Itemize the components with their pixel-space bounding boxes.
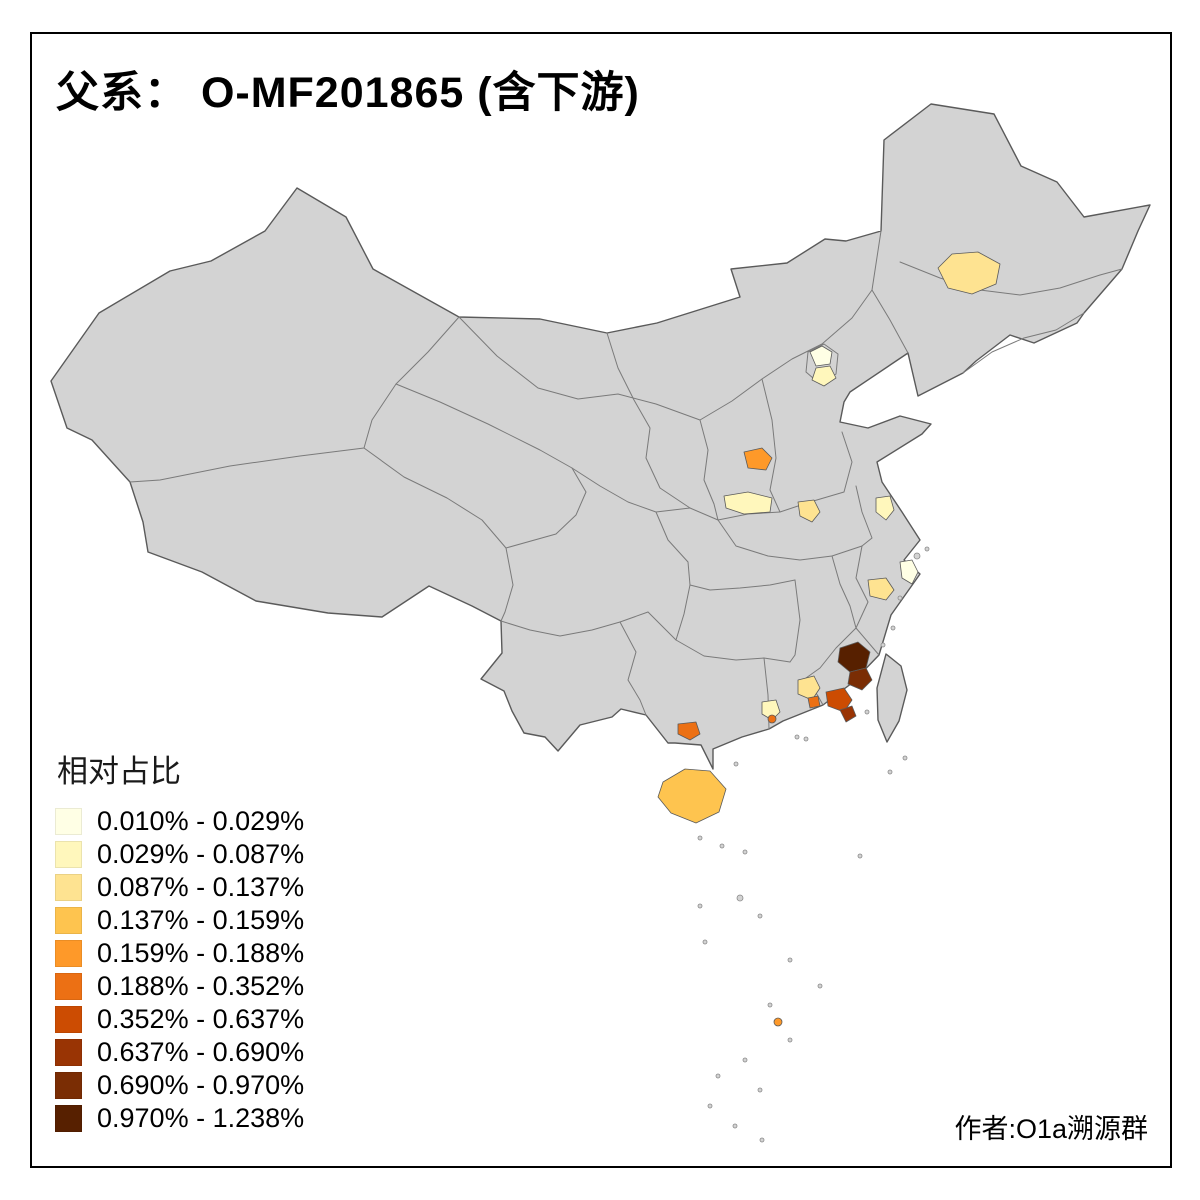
highlight-region-guangdong-orange (807, 695, 821, 709)
legend-swatch (55, 1039, 82, 1066)
highlight-region-jiangsu (875, 495, 895, 521)
small-islands (697, 546, 930, 1143)
legend-item: 0.159% - 0.188% (55, 937, 395, 970)
legend-swatch (55, 1105, 82, 1132)
taiwan-island (876, 653, 908, 743)
legend-item: 0.690% - 0.970% (55, 1069, 395, 1102)
legend-swatch (55, 1006, 82, 1033)
legend-item: 0.137% - 0.159% (55, 904, 395, 937)
legend-label: 0.029% - 0.087% (97, 839, 305, 869)
legend-label: 0.970% - 1.238% (97, 1103, 305, 1133)
highlight-region-guangxi-orange (767, 714, 777, 724)
highlight-region-northeast (937, 251, 1001, 295)
legend-swatch (55, 907, 82, 934)
legend-item: 0.029% - 0.087% (55, 838, 395, 871)
highlight-region-guangdong-yellow (797, 675, 821, 701)
legend-label: 0.159% - 0.188% (97, 938, 305, 968)
highlight-region-south-shaanxi (723, 491, 773, 515)
hainan-island (657, 768, 727, 824)
highlight-small-island-dot (773, 1017, 783, 1027)
china-landmass (50, 103, 1151, 770)
legend-label: 0.637% - 0.690% (97, 1037, 305, 1067)
highlight-region-south-fujian (825, 687, 853, 713)
page-title: 父系： O-MF201865 (含下游) (56, 69, 640, 117)
legend-swatch (55, 841, 82, 868)
author-credit: 作者:O1a溯源群 (954, 1114, 1148, 1144)
highlight-region-guangxi-pale (761, 699, 781, 721)
legend-label: 0.010% - 0.029% (97, 806, 305, 836)
legend-label: 0.352% - 0.637% (97, 1004, 305, 1034)
highlight-region-southwest-guangxi (677, 721, 701, 741)
legend-swatch (55, 874, 82, 901)
legend-swatch (55, 1072, 82, 1099)
highlight-region-beijing-a (809, 345, 833, 367)
legend-item: 0.352% - 0.637% (55, 1003, 395, 1036)
legend-title: 相对占比 (57, 754, 181, 789)
legend-swatch (55, 940, 82, 967)
highlight-region-coastal-guangdong (839, 705, 857, 723)
legend-item: 0.010% - 0.029% (55, 805, 395, 838)
legend-label: 0.087% - 0.137% (97, 872, 305, 902)
highlight-region-shanxi (743, 447, 773, 471)
legend-item: 0.188% - 0.352% (55, 970, 395, 1003)
highlight-region-fujian-brown (847, 667, 873, 691)
highlight-region-beijing-b (811, 365, 837, 387)
highlight-region-north-zhejiang (899, 559, 919, 585)
legend-swatch (55, 808, 82, 835)
highlight-region-zhejiang (867, 577, 895, 601)
legend: 相对占比 0.010% - 0.029% 0.029% - 0.087% 0.0… (55, 746, 395, 1135)
legend-swatch (55, 973, 82, 1000)
legend-item: 0.087% - 0.137% (55, 871, 395, 904)
legend-item: 0.637% - 0.690% (55, 1036, 395, 1069)
legend-label: 0.690% - 0.970% (97, 1070, 305, 1100)
legend-label: 0.188% - 0.352% (97, 971, 305, 1001)
legend-label: 0.137% - 0.159% (97, 905, 305, 935)
highlighted-regions (657, 251, 1001, 1027)
highlight-region-henan (797, 499, 821, 523)
legend-item: 0.970% - 1.238% (55, 1102, 395, 1135)
